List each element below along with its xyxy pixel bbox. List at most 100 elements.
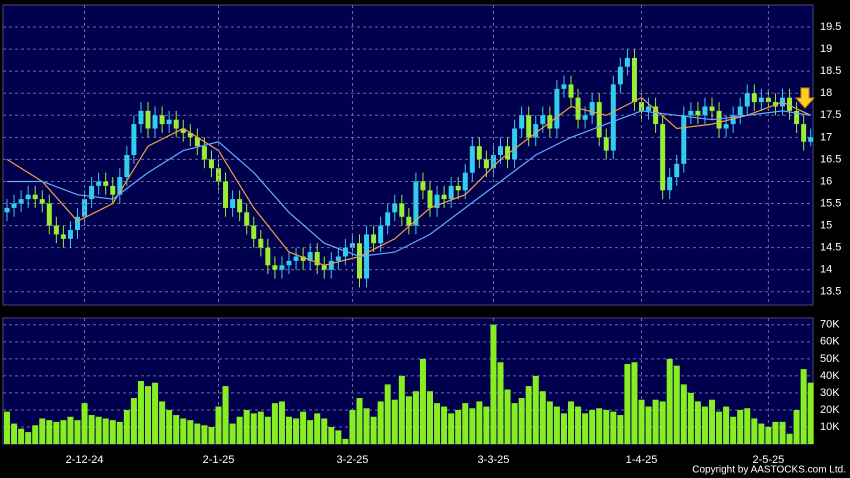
candle-body — [279, 265, 285, 270]
candle-body — [25, 194, 31, 200]
volume-bar — [793, 409, 800, 444]
volume-bar — [462, 403, 469, 444]
volume-bar — [716, 411, 723, 444]
candle-body — [223, 181, 229, 208]
x-tick-label: 2-5-25 — [753, 454, 785, 466]
y-tick-label: 15 — [820, 219, 832, 231]
x-tick-label: 1-4-25 — [626, 454, 658, 466]
moving-average — [6, 96, 811, 266]
volume-bar — [67, 416, 74, 444]
candle-body — [131, 124, 137, 155]
candle-body — [483, 159, 489, 169]
volume-bar — [441, 406, 448, 444]
volume-bar — [532, 375, 539, 444]
x-tick-label: 2-1-25 — [203, 454, 235, 466]
volume-bar — [652, 399, 659, 444]
candle-body — [624, 57, 630, 67]
volume-bar — [349, 409, 356, 444]
candle-body — [462, 172, 468, 191]
volume-bar — [800, 369, 807, 444]
candle-body — [631, 57, 637, 103]
candle-body — [653, 106, 659, 125]
volume-bar — [490, 324, 497, 444]
y-tick-label: 18 — [820, 87, 832, 99]
volume-bar — [39, 418, 46, 444]
volume-bar — [427, 391, 433, 444]
candle-body — [617, 66, 623, 85]
candle-body — [420, 181, 426, 191]
y-tick-label: 70K — [820, 319, 840, 331]
volume-bar — [130, 398, 137, 444]
candle-body — [11, 203, 17, 208]
volume-bar — [701, 406, 708, 444]
volume-bar — [673, 365, 680, 444]
candle-body — [272, 265, 278, 270]
candle-body — [53, 225, 59, 235]
y-tick-label: 40K — [820, 370, 840, 382]
candle-body — [646, 106, 652, 111]
volume-bar — [243, 409, 250, 444]
candle-body — [512, 128, 518, 160]
volume-bar — [208, 426, 215, 444]
y-tick-label: 60K — [820, 336, 840, 348]
volume-bar — [60, 420, 67, 444]
candle-body — [660, 124, 666, 191]
candle-body — [434, 194, 440, 208]
volume-bar — [46, 420, 53, 444]
volume-bar — [807, 382, 814, 444]
candle-body — [399, 203, 405, 217]
latest-arrow — [794, 87, 816, 109]
y-tick-label: 17 — [820, 131, 832, 143]
candle-body — [667, 177, 673, 191]
candle-body — [427, 190, 433, 208]
candle-body — [159, 115, 165, 125]
volume-bar — [180, 418, 187, 444]
candle-body — [194, 137, 200, 147]
volume-bar — [511, 403, 518, 444]
candle-body — [314, 252, 320, 266]
volume-bar — [123, 409, 130, 444]
volume-bar — [335, 430, 342, 444]
volume-bar — [455, 409, 462, 444]
y-tick-label: 50K — [820, 353, 840, 365]
candle-body — [441, 194, 447, 200]
candle-body — [385, 212, 391, 226]
volume-bar — [419, 358, 426, 444]
volume-bar — [102, 418, 109, 444]
candle-body — [794, 110, 800, 125]
y-tick-label: 19 — [820, 43, 832, 55]
volume-bar — [229, 423, 236, 444]
candle-body — [582, 115, 588, 120]
volume-bar — [518, 398, 525, 444]
candle-body — [117, 177, 123, 195]
candle-body — [32, 194, 38, 200]
volume-bar — [582, 413, 589, 444]
volume-bar — [137, 381, 144, 444]
volume-bar — [194, 423, 201, 444]
candle-body — [82, 199, 88, 217]
volume-bar — [278, 401, 285, 444]
volume-bar — [560, 413, 567, 444]
candle-body — [371, 234, 377, 244]
volume-bar — [434, 403, 441, 444]
y-tick-label: 17.5 — [820, 109, 841, 121]
volume-bar — [377, 401, 384, 444]
volume-bar — [300, 411, 307, 444]
candle-body — [737, 106, 743, 116]
candle-body — [4, 207, 10, 213]
volume-bar — [321, 418, 328, 444]
candle-body — [187, 132, 193, 138]
volume-bar — [363, 408, 370, 444]
candle-body — [476, 146, 482, 160]
volume-bar — [201, 425, 208, 444]
volume-bar — [596, 408, 603, 444]
candle-body — [39, 199, 45, 204]
candle-body — [237, 199, 243, 213]
candle-body — [526, 115, 532, 138]
candle-body — [18, 199, 24, 204]
candle-body — [787, 97, 793, 111]
volume-bar — [264, 416, 271, 444]
volume-bar — [88, 415, 95, 444]
y-tick-label: 20K — [820, 404, 840, 416]
